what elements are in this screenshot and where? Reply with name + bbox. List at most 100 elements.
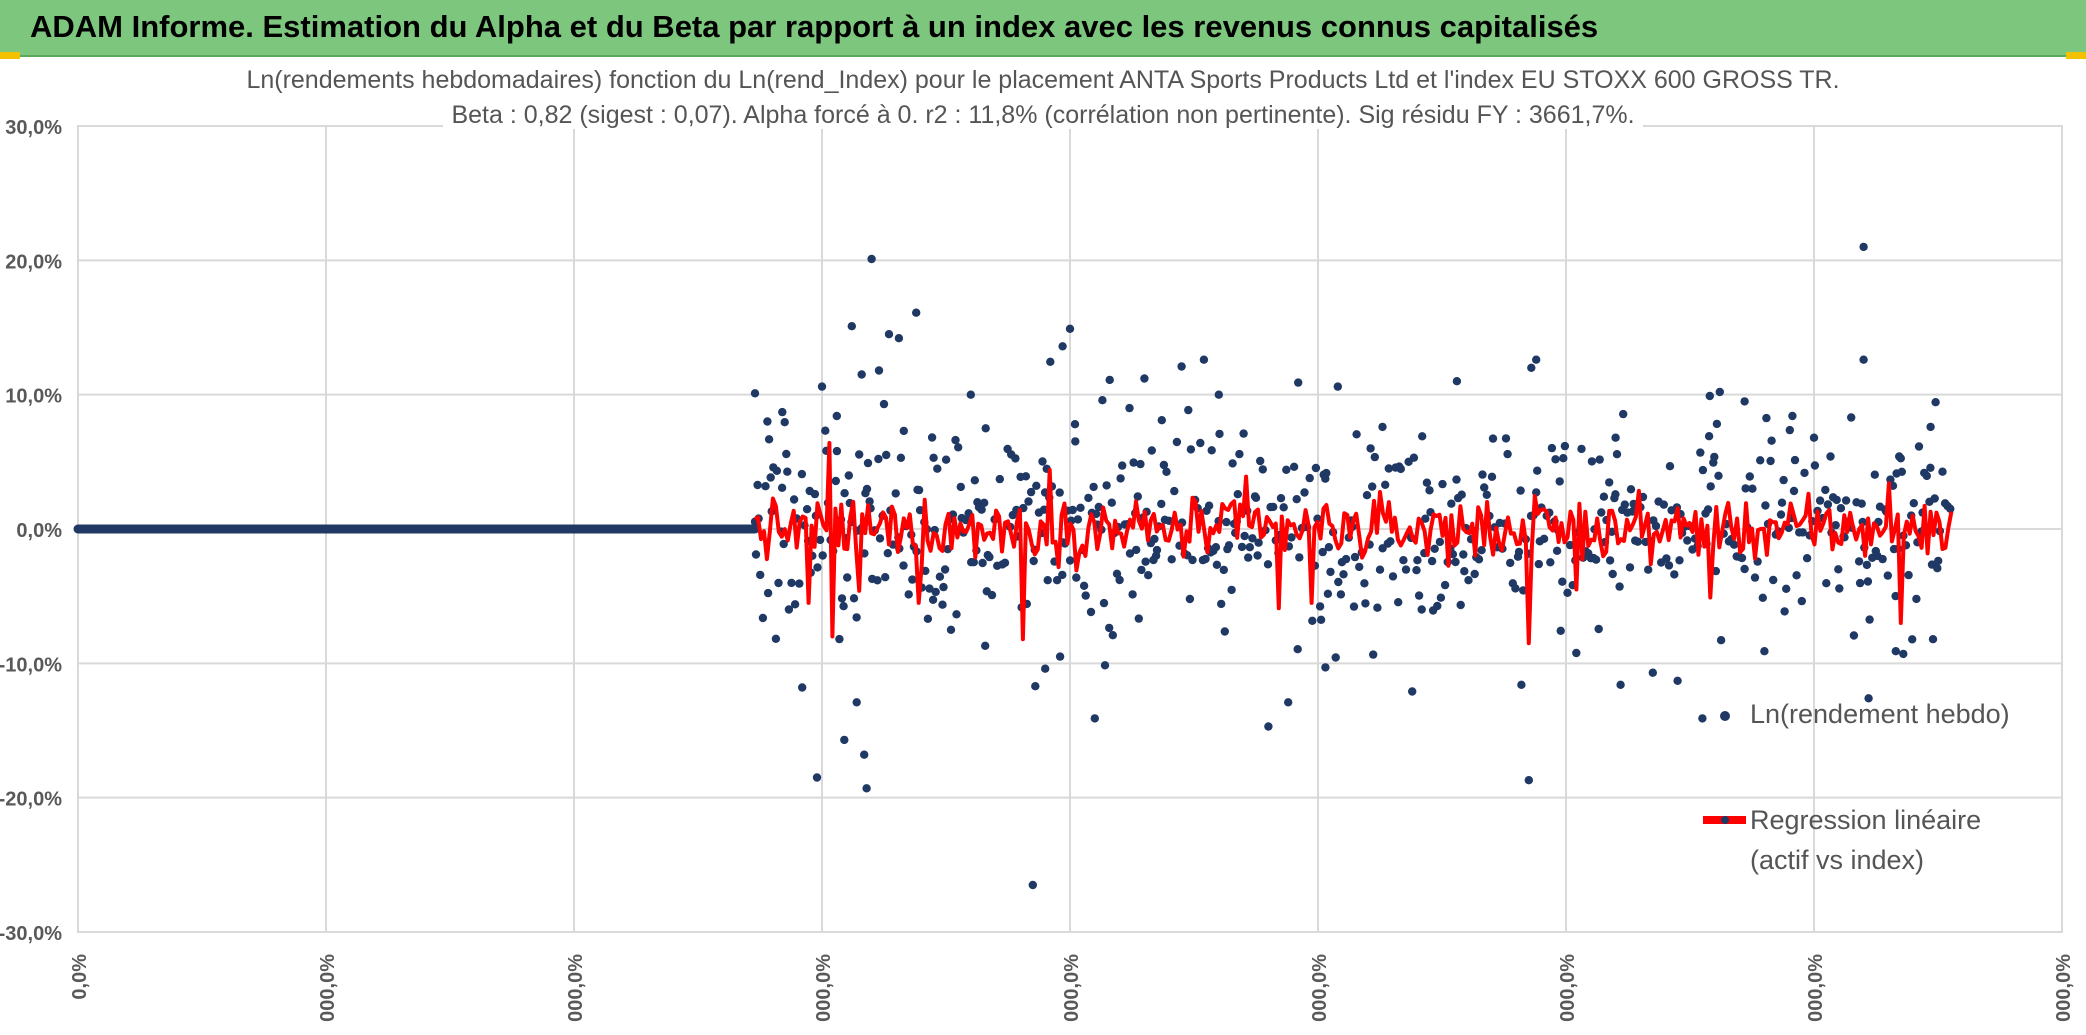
scatter-point: [1517, 680, 1526, 689]
scatter-point: [1706, 482, 1715, 491]
scatter-point: [1235, 449, 1244, 459]
scatter-point: [952, 610, 961, 619]
scatter-point: [1099, 598, 1109, 608]
scatter-point: [1384, 464, 1394, 473]
scatter-point: [1859, 355, 1868, 364]
scatter-point: [1565, 540, 1575, 550]
scatter-point: [758, 613, 768, 623]
scatter-point: [1740, 397, 1749, 406]
scatter-point: [1157, 499, 1166, 509]
scatter-point: [1762, 413, 1771, 423]
scatter-point: [1785, 425, 1795, 435]
scatter-point: [1670, 570, 1679, 579]
scatter-point: [1311, 463, 1321, 473]
scatter-point: [931, 587, 940, 597]
scatter-point: [763, 417, 772, 426]
scatter-point: [1457, 490, 1466, 499]
scatter-point: [771, 634, 781, 643]
scatter-point: [751, 550, 761, 559]
scatter-point: [980, 498, 989, 507]
scatter-point: [1572, 648, 1581, 658]
scatter-point: [978, 558, 987, 568]
scatter-point: [1474, 555, 1484, 564]
scatter-point: [750, 389, 760, 398]
scatter-point: [1503, 449, 1512, 459]
scatter-point: [1826, 452, 1835, 461]
scatter-point: [1220, 627, 1230, 636]
legend-scatter-marker: [1720, 711, 1730, 721]
scatter-point: [1414, 591, 1424, 600]
scatter-point: [1011, 454, 1020, 463]
scatter-point: [1105, 375, 1114, 385]
scatter-point: [1422, 478, 1432, 487]
scatter-point: [1150, 534, 1159, 544]
scatter-point: [780, 418, 789, 427]
legend-regression-dot: [1721, 816, 1729, 824]
scatter-point: [1212, 560, 1222, 569]
scatter-point: [1615, 582, 1624, 591]
scatter-point: [1779, 475, 1788, 485]
scatter-point: [763, 588, 773, 598]
scatter-point: [1222, 517, 1231, 527]
scatter-point: [1361, 599, 1370, 608]
corner-marker-right: [2066, 52, 2086, 59]
scatter-point: [956, 482, 965, 492]
scatter-point: [1891, 591, 1900, 601]
scatter-point: [891, 489, 900, 498]
scatter-point: [1132, 545, 1141, 555]
scatter-point: [928, 595, 938, 604]
y-tick-label: 20,0%: [5, 251, 62, 273]
scatter-point: [1167, 555, 1176, 564]
scatter-point: [1316, 615, 1326, 624]
scatter-point: [1136, 459, 1145, 469]
scatter-point: [1215, 429, 1224, 439]
scatter-point: [1551, 455, 1560, 464]
scatter-point: [1100, 661, 1110, 670]
scatter-point: [1052, 576, 1062, 585]
scatter-point: [899, 561, 908, 570]
scatter-point: [840, 735, 849, 745]
scatter-point: [1587, 457, 1597, 466]
scatter-point: [831, 476, 840, 486]
scatter-point: [1620, 500, 1630, 509]
scatter-point: [815, 535, 825, 545]
scatter-point: [951, 435, 960, 445]
scatter-point: [1102, 481, 1111, 490]
scatter-point: [966, 390, 975, 399]
scatter-point: [1170, 486, 1179, 496]
scatter-point: [1546, 558, 1555, 567]
scatter-point: [1891, 647, 1901, 656]
y-tick-label: 10,0%: [5, 386, 62, 408]
scatter-point: [1849, 631, 1859, 640]
scatter-point: [1737, 553, 1747, 563]
scatter-point: [940, 565, 950, 574]
scatter-point: [1616, 680, 1625, 689]
scatter-point: [821, 426, 830, 435]
scatter-point: [935, 572, 945, 581]
scatter-point: [1899, 649, 1908, 659]
scatter-point: [1021, 472, 1031, 481]
scatter-point: [1934, 556, 1943, 566]
scatter-point: [1766, 456, 1775, 466]
y-tick-label: 0,0%: [16, 520, 62, 542]
scatter-point: [1425, 486, 1434, 495]
scatter-point: [810, 489, 820, 499]
scatter-point: [1105, 623, 1114, 633]
scatter-point: [1790, 455, 1800, 465]
scatter-point: [1362, 491, 1372, 500]
scatter-point: [1094, 502, 1104, 512]
scatter-point: [1409, 453, 1419, 462]
scatter-point: [1399, 556, 1408, 565]
scatter-point: [1116, 474, 1125, 483]
scatter-point: [1026, 487, 1036, 497]
scatter-point: [1323, 589, 1333, 598]
scatter-point: [1908, 635, 1917, 644]
scatter-point: [1185, 594, 1195, 604]
scatter-point: [881, 573, 890, 582]
scatter-point: [847, 322, 856, 331]
scatter-point: [1264, 722, 1273, 731]
scatter-point: [1832, 495, 1841, 505]
scatter-point: [1140, 374, 1149, 383]
scatter-point: [1144, 571, 1153, 580]
scatter-point: [1516, 486, 1525, 495]
